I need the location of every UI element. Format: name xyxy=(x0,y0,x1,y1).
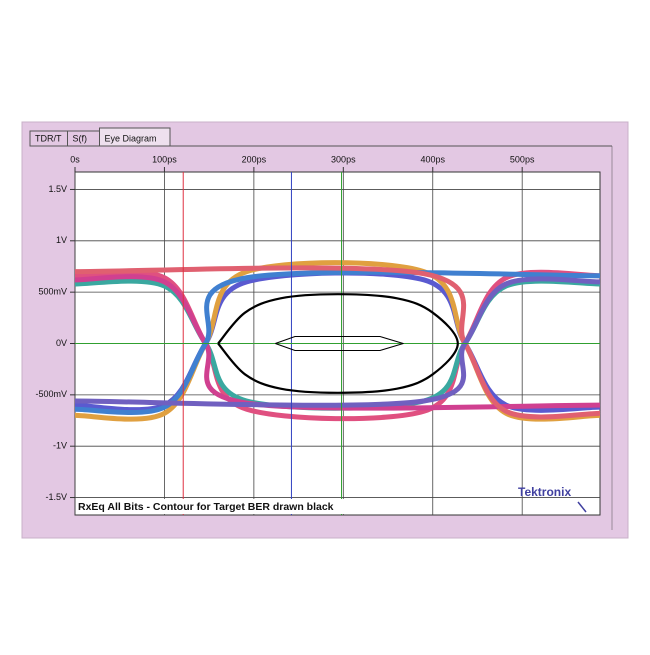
y-tick-label: -1.5V xyxy=(45,492,67,502)
ber-contour xyxy=(217,293,459,394)
eye-mask xyxy=(275,336,404,351)
y-tick-label: 1V xyxy=(56,235,67,245)
eye-trace xyxy=(74,276,601,408)
eye-trace xyxy=(74,265,601,420)
tab-label[interactable]: S(f) xyxy=(73,133,88,143)
tab-label[interactable]: Eye Diagram xyxy=(105,133,157,143)
y-tick-label: 1.5V xyxy=(48,184,67,194)
x-tick-label: 400ps xyxy=(420,154,445,164)
eye-trace xyxy=(74,269,601,422)
tab-label[interactable]: TDR/T xyxy=(35,133,62,143)
x-tick-label: 200ps xyxy=(242,154,267,164)
y-tick-label: 0V xyxy=(56,338,67,348)
y-tick-label: -500mV xyxy=(35,389,67,399)
eye-trace xyxy=(74,274,601,411)
tab[interactable] xyxy=(99,127,171,147)
x-tick-label: 500ps xyxy=(510,154,535,164)
annotation: RxEq All Bits - Contour for Target BER d… xyxy=(78,501,334,513)
x-tick-label: 100ps xyxy=(152,154,177,164)
x-tick-label: 0s xyxy=(70,154,80,164)
logo: Tektronix xyxy=(518,485,571,499)
y-tick-label: -1V xyxy=(53,441,67,451)
eye-trace xyxy=(74,269,601,416)
logo-mark xyxy=(577,501,587,513)
annotation-box xyxy=(76,499,344,514)
y-tick-label: 500mV xyxy=(38,287,67,297)
x-tick-label: 300ps xyxy=(331,154,356,164)
